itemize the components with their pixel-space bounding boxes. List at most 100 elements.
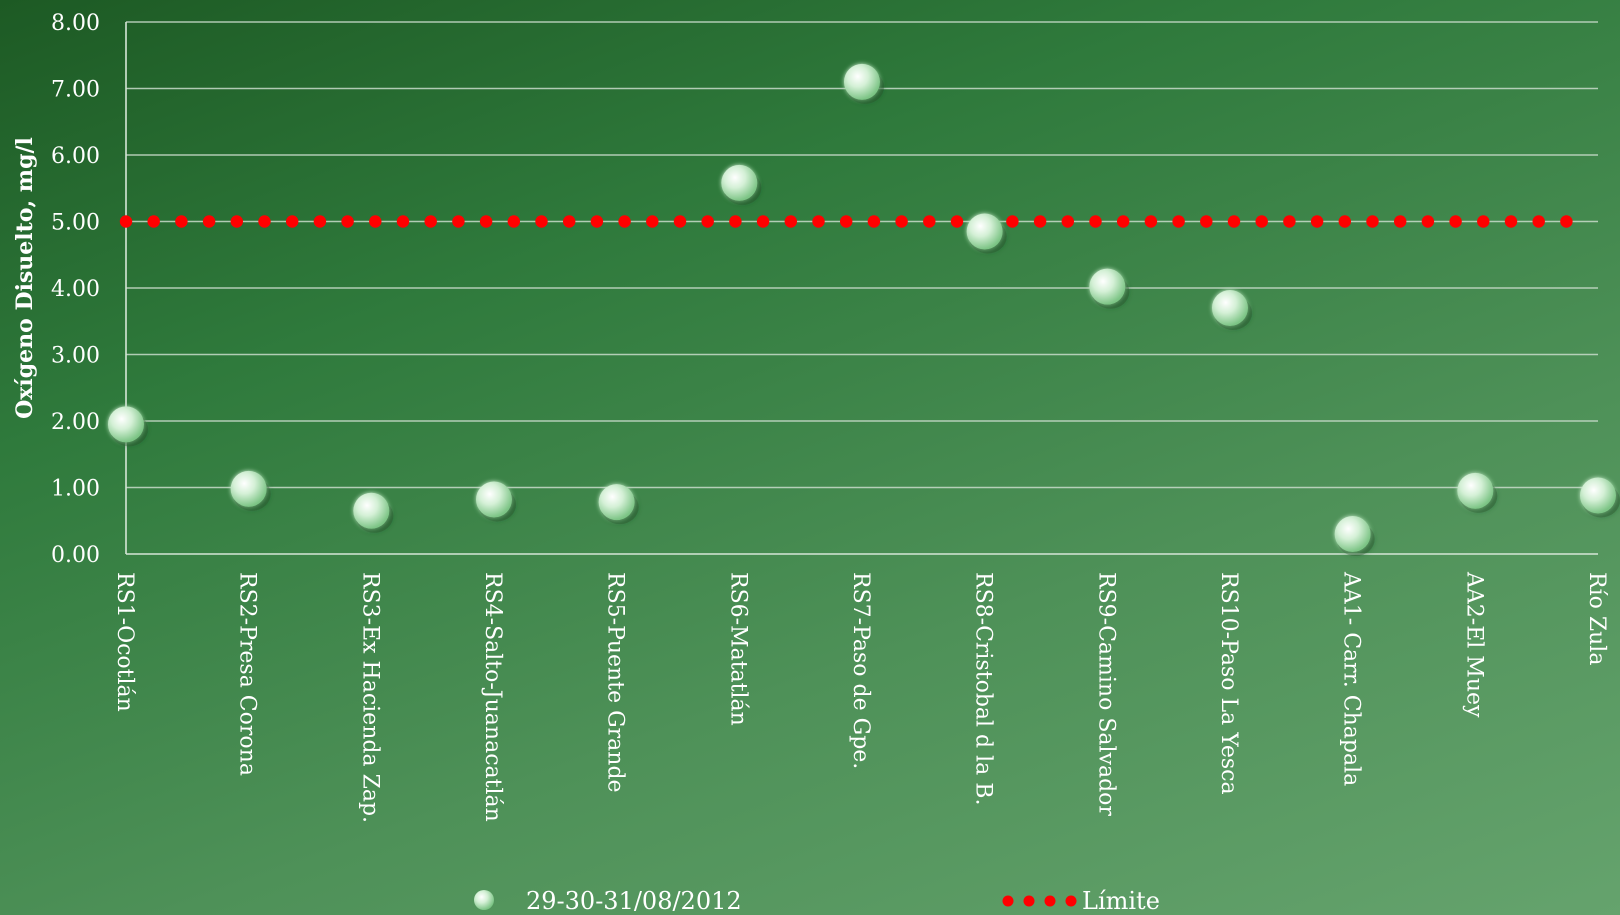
limit-line-dot [840,215,853,228]
data-point [1457,472,1498,513]
limit-line-dot [1117,215,1130,228]
x-axis: RS1-Ocotlán RS2-Presa Corona RS3-Ex Hacien… [112,571,1609,823]
data-point-sphere [353,492,390,529]
limit-line-dot [701,215,714,228]
limit-line-dot [369,215,382,228]
limit-line-dot [1033,215,1047,228]
data-point [721,164,762,205]
legend-item-series: 29-30-31/08/2012 [474,887,742,915]
limit-line-dot [535,215,548,228]
limit-line-dot [1504,215,1518,228]
x-tick-label: Río Zula [1584,572,1609,665]
data-point-sphere [230,470,267,507]
limit-line-dot [1366,215,1379,228]
limit-line-dot [1061,215,1075,228]
limit-line-dot [867,215,881,228]
y-tick-label: 1.00 [51,477,100,502]
limit-line-dot [784,215,797,228]
limit-line-dot [812,215,825,228]
x-tick-label: RS10-Paso La Yesca [1216,572,1241,795]
limit-line-dot [1283,215,1296,228]
limit-line-dot [479,215,493,228]
data-point-sphere [108,406,144,443]
x-tick-label: RS2-Presa Corona [235,572,260,776]
data-point-sphere [1580,477,1616,514]
x-tick-label: RS9-Camino Salvador [1093,572,1118,816]
y-tick-label: 6.00 [51,144,100,169]
y-tick-label: 8.00 [51,11,100,36]
limit-line-dot [1144,215,1158,228]
data-point-sphere [1089,268,1126,305]
data-point [1212,289,1252,330]
data-point-sphere [476,481,512,518]
x-tick-label: RS5-Puente Grande [603,572,628,793]
limit-line-dot [1172,215,1185,228]
data-point-sphere [598,484,635,521]
limit-line-dot [507,215,520,228]
limit-line [119,215,1573,228]
limit-line-dot [1006,215,1019,228]
limit-line-dot [1532,215,1545,228]
legend-marker-sphere [474,890,494,910]
limit-line-dot [950,215,964,228]
data-point [598,484,639,525]
data-point [230,470,271,511]
data-point [844,63,884,104]
limit-line-dot [895,215,908,228]
limit-line-dot [756,215,770,228]
limit-line-dot [1227,215,1241,228]
limit-line-dot [175,215,188,228]
x-tick-label: AA1- Carr. Chapala [1339,571,1364,786]
limit-line-dot [1338,215,1352,228]
limit-line-dot [286,215,299,228]
limit-line-dot [618,215,631,228]
x-tick-label: RS1-Ocotlán [112,572,137,712]
limit-line-dot [729,215,742,228]
limit-line-dot [1089,215,1102,228]
y-tick-label: 3.00 [51,344,100,369]
data-point [476,481,516,522]
data-point [966,213,1007,254]
legend-label: 29-30-31/08/2012 [526,887,742,915]
data-point-sphere [721,164,758,201]
limit-line-dot [313,215,327,228]
legend-marker-dot [1023,895,1035,907]
y-axis: 0.00 1.00 2.00 3.00 4.00 5.00 6.00 7.00 8.00 [51,11,1598,568]
limit-line-dot [452,215,465,228]
data-point [1089,268,1130,309]
data-point [1334,516,1375,557]
data-point-sphere [844,63,880,100]
y-tick-label: 7.00 [51,78,100,103]
x-tick-label: RS4-Salto-Juanacatlán [480,572,505,822]
data-point [108,406,148,447]
limit-line-dot [646,215,659,228]
data-points [108,63,1620,557]
y-tick-label: 0.00 [51,543,100,568]
data-point-sphere [1212,289,1248,326]
limit-line-dot [147,215,160,228]
limit-line-dot [396,215,410,228]
limit-line-dot [1560,215,1573,228]
limit-line-dot [923,215,936,228]
legend-label: Límite [1082,887,1160,915]
limit-line-dot [673,215,687,228]
data-point-sphere [966,213,1003,250]
y-tick-label: 2.00 [51,410,100,435]
limit-line-dot [1255,215,1268,228]
limit-line-dot [1449,215,1462,228]
limit-line-dot [202,215,216,228]
limit-line-dot [1310,215,1324,228]
y-axis-label: Oxígeno Disuelto, mg/l [12,137,38,419]
legend-marker-dot [1044,895,1056,907]
limit-line-dot [119,215,133,228]
x-tick-label: RS7-Paso de Gpe. [848,572,873,769]
limit-line-dot [1394,215,1407,228]
y-tick-label: 5.00 [51,211,100,236]
limit-line-dot [230,215,243,228]
x-tick-label: RS6-Matatlán [725,572,750,726]
data-point-sphere [1334,516,1371,553]
x-tick-label: RS3-Ex Hacienda Zap. [357,572,382,823]
y-tick-label: 4.00 [51,277,100,302]
legend-marker-dot [1065,895,1077,907]
